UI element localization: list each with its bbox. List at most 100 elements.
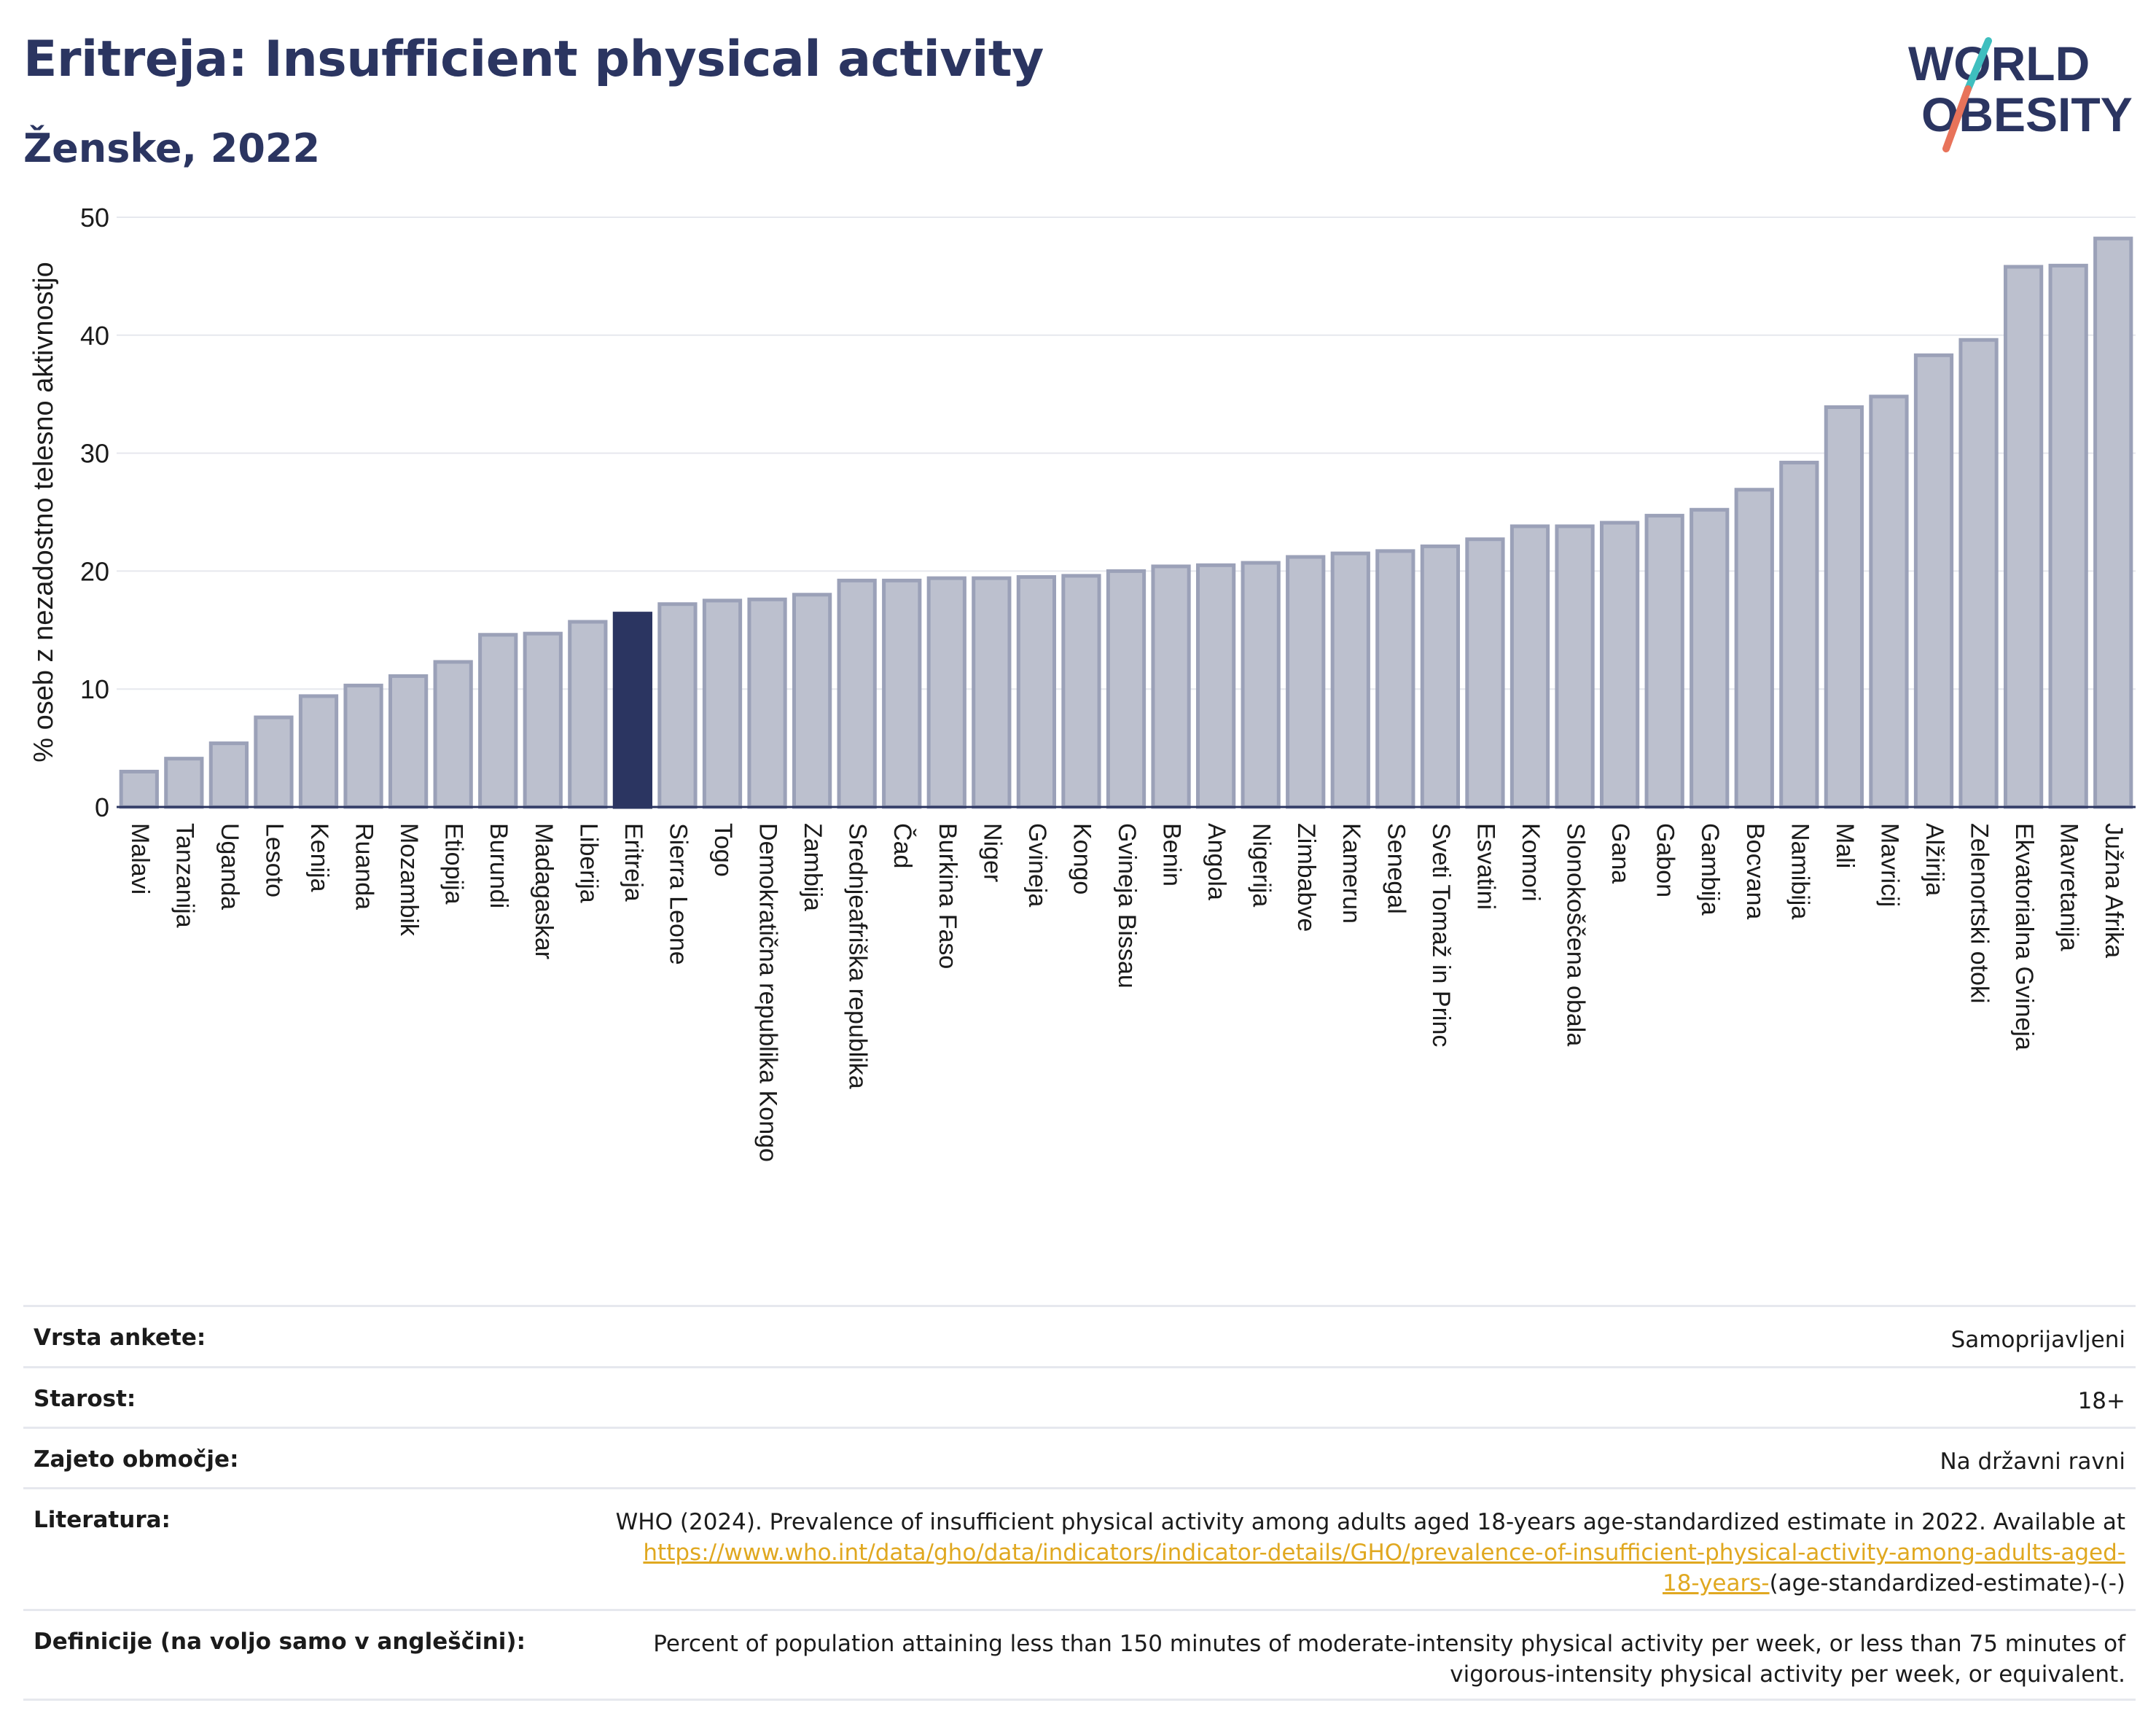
literature-link[interactable]: https://www.who.int/data/gho/data/indica… (643, 1540, 2125, 1566)
chart-subtitle: Ženske, 2022 (23, 125, 321, 171)
bar (792, 593, 832, 809)
bar (747, 597, 787, 809)
bar-highlighted (612, 612, 653, 809)
x-tick-label: Togo (709, 823, 737, 877)
x-tick-label: Alžirija (1921, 823, 1948, 896)
x-tick-label: Gvineja (1023, 823, 1051, 907)
x-tick-label: Namibija (1786, 823, 1813, 919)
literature-link-continued[interactable]: 18-years- (1662, 1570, 1770, 1596)
chart-title: Eritreja: Insufficient physical activity (23, 31, 1044, 88)
x-tick-label: Gambija (1696, 823, 1724, 916)
bar (568, 620, 608, 809)
x-tick-label: Madagaskar (530, 823, 558, 959)
meta-label: Starost: (34, 1386, 136, 1412)
bar (388, 674, 429, 809)
x-tick-label: Slonokoščena obala (1562, 823, 1590, 1046)
definition-value: Percent of population attaining less tha… (653, 1631, 2125, 1688)
x-tick-label: Benin (1158, 823, 1186, 886)
x-tick-label: Mali (1831, 823, 1859, 868)
x-tick-label: Mavretanija (2055, 823, 2083, 951)
meta-value: 18+ (2077, 1388, 2125, 1414)
bar (478, 633, 518, 809)
bar (2048, 263, 2088, 809)
x-tick-label: Južna Afrika (2100, 823, 2128, 958)
x-tick-label: Komori (1517, 823, 1544, 902)
y-tick-label: 10 (80, 674, 109, 704)
x-tick-label: Liberija (574, 823, 602, 903)
bar (1241, 561, 1281, 809)
x-tick-label: Sierra Leone (664, 823, 692, 965)
x-tick-label: Srednjeafriška republika (844, 823, 872, 1089)
x-tick-label: Zimbabve (1292, 823, 1320, 932)
x-tick-label: Burkina Faso (934, 823, 961, 969)
x-tick-label: Gvineja Bissau (1113, 823, 1141, 989)
bar (1420, 544, 1461, 809)
bar (433, 660, 473, 809)
literature-text: WHO (2024). Prevalence of insufficient p… (615, 1509, 2125, 1535)
bar (1555, 524, 1595, 809)
meta-label: Vrsta ankete: (34, 1325, 206, 1351)
bar (2093, 236, 2133, 809)
bar (523, 631, 563, 809)
meta-row-age: Starost: 18+ (23, 1366, 2136, 1427)
y-axis-label: % oseb z nezadostno telesno aktivnostjo (28, 262, 59, 763)
meta-row-survey-type: Vrsta ankete: Samoprijavljeni (23, 1305, 2136, 1366)
x-tick-label: Niger (978, 823, 1006, 882)
bar (1330, 551, 1370, 809)
x-tick-label: Tanzanija (171, 823, 198, 928)
x-tick-labels: Malavi Tanzanija Uganda Lesoto Kenija Ruanda M… (126, 823, 2128, 1162)
bar (1734, 488, 1774, 809)
x-tick-label: Malavi (126, 823, 154, 894)
bar-chart: 0 10 20 30 40 50 Malavi Tanzanija Uganda Lesoto K… (28, 203, 2136, 1162)
x-tick-label: Senegal (1382, 823, 1410, 914)
bar (1509, 524, 1550, 809)
meta-row-definition: Definicije (na voljo samo v angleščini):… (23, 1609, 2136, 1701)
bar (657, 602, 698, 809)
y-tick-label: 0 (95, 792, 109, 822)
bar (119, 769, 159, 809)
y-tick-label: 30 (80, 439, 109, 469)
x-tick-label: Zambija (799, 823, 827, 911)
x-tick-label: Čad (888, 823, 916, 868)
bar (882, 578, 922, 809)
literature-suffix: (age-standardized-estimate)-(-) (1769, 1570, 2125, 1596)
x-tick-label: Gana (1606, 823, 1634, 884)
logo-slash-coral (1942, 85, 1972, 152)
bar (208, 741, 249, 809)
bar (1106, 569, 1147, 809)
x-tick-label: Kongo (1068, 823, 1095, 894)
bar (1375, 549, 1415, 809)
x-tick-label: Nigerija (1248, 823, 1276, 907)
x-tick-label: Ruanda (351, 823, 378, 910)
x-tick-label: Kenija (305, 823, 333, 892)
bar (1824, 405, 1864, 809)
bar (1465, 537, 1505, 809)
x-tick-label: Angola (1203, 823, 1230, 900)
logo-slash-teal (1964, 37, 1992, 93)
meta-label: Definicije (na voljo samo v angleščini): (34, 1629, 526, 1655)
bar (926, 576, 966, 809)
bar (1599, 520, 1640, 809)
x-tick-label: Bocvana (1741, 823, 1769, 919)
y-tick-label: 40 (80, 321, 109, 351)
meta-row-literature: Literatura: WHO (2024). Prevalence of in… (23, 1487, 2136, 1609)
logo-line-1: WORLD (1908, 36, 2090, 90)
bar (343, 683, 383, 809)
bar (1286, 555, 1326, 809)
x-tick-label: Sveti Tomaž in Princ (1427, 823, 1455, 1047)
y-tick-labels: 0 10 20 30 40 50 (80, 203, 109, 822)
x-tick-label: Kamerun (1337, 823, 1365, 924)
bar (298, 694, 339, 809)
bar (1869, 394, 1909, 809)
bar (164, 757, 204, 809)
bar (1779, 461, 1819, 809)
bar (1016, 574, 1057, 809)
meta-label: Literatura: (34, 1507, 171, 1533)
meta-label: Zajeto območje: (34, 1446, 239, 1473)
x-tick-label: Eritreja (620, 823, 647, 902)
bar (1690, 507, 1730, 809)
x-tick-label: Burundi (485, 823, 512, 908)
x-tick-label: Etiopija (440, 823, 468, 905)
bar (1913, 353, 1954, 809)
x-tick-label: Gabon (1652, 823, 1679, 897)
